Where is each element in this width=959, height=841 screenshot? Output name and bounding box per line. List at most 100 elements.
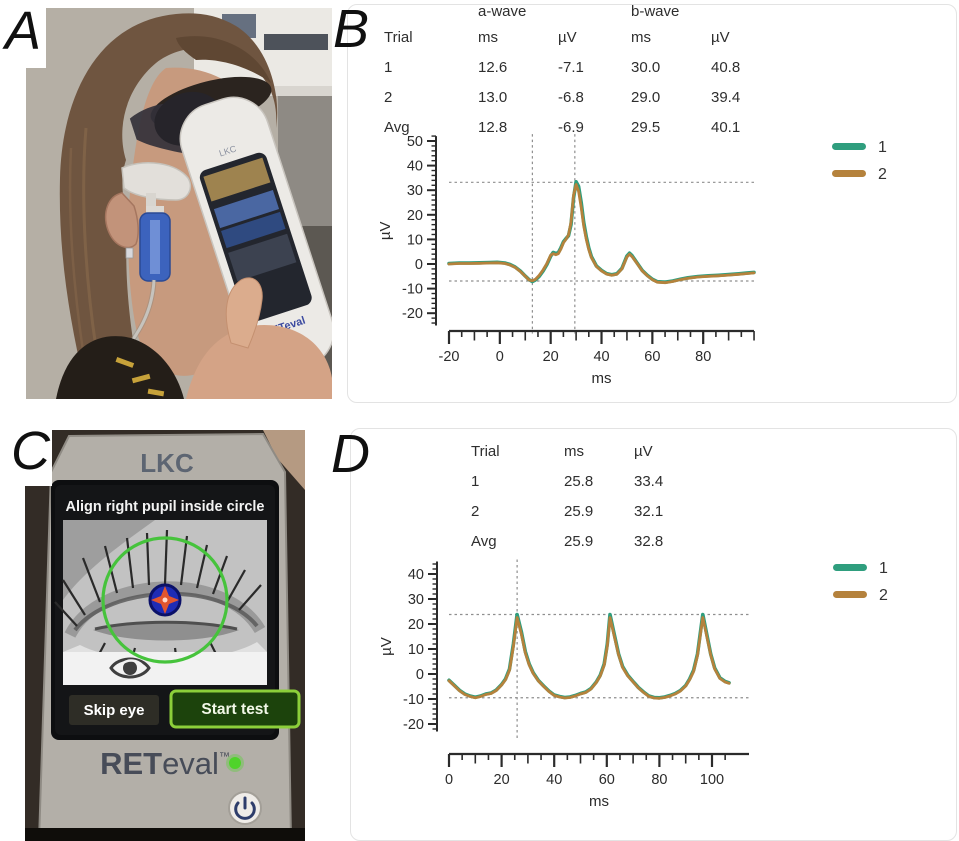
table-cell: 12.8 [478, 119, 508, 136]
pupil-target [148, 583, 182, 617]
panel-b-table: a-wave b-wave Trial ms µV ms µV 1 12.6 -… [384, 3, 795, 141]
svg-text:-10: -10 [402, 282, 423, 298]
table-cell: 25.8 [564, 473, 594, 490]
reteval-device: LKC RETeval [129, 91, 332, 374]
electrode-wing [121, 162, 192, 201]
svg-text:80: 80 [695, 349, 711, 365]
table-cell: 29.5 [631, 119, 661, 136]
svg-text:100: 100 [700, 772, 724, 788]
panel-b-box: a-wave b-wave Trial ms µV ms µV 1 12.6 -… [347, 3, 957, 403]
svg-text:40: 40 [407, 159, 423, 175]
col-header: µV [634, 443, 653, 460]
svg-text:µV: µV [378, 637, 395, 656]
col-header: ms [564, 443, 584, 460]
svg-text:0: 0 [416, 667, 424, 683]
svg-text:20: 20 [543, 349, 559, 365]
table-cell: 1 [384, 59, 393, 76]
table-cell: 32.8 [634, 533, 664, 550]
svg-text:80: 80 [651, 772, 667, 788]
svg-text:60: 60 [644, 349, 660, 365]
device-brand: RETeval™ [100, 746, 230, 781]
ear [104, 192, 139, 249]
svg-text:1: 1 [878, 139, 887, 156]
table-cell: 39.4 [711, 89, 741, 106]
hair [59, 13, 278, 399]
device-brand-top: LKC [140, 448, 194, 478]
panel-c-photo: LKC Align right pupil inside circle [25, 430, 305, 841]
svg-text:20: 20 [407, 208, 423, 224]
eye-preview-image [54, 520, 267, 685]
table-cell: 2 [471, 503, 480, 520]
table-cell: 29.0 [631, 89, 661, 106]
svg-text:1: 1 [879, 560, 888, 577]
panel-d-chart: -20 -10 0 10 20 30 40 µV 0 20 40 60 80 100 ms 1 2 [378, 559, 888, 810]
power-button[interactable] [228, 791, 262, 825]
svg-text:0: 0 [496, 349, 504, 365]
table-cell: -6.9 [558, 119, 584, 136]
shelf-item [264, 34, 328, 50]
table-cell: 1 [471, 473, 480, 490]
svg-text:-20: -20 [403, 717, 424, 733]
svg-text:10: 10 [408, 642, 424, 658]
panel-b-label: B [333, 0, 370, 59]
col-header: Trial [471, 443, 500, 460]
table-cell: 30.0 [631, 59, 661, 76]
svg-text:-20: -20 [402, 306, 423, 322]
svg-text:40: 40 [408, 567, 424, 583]
table-cell: 33.4 [634, 473, 664, 490]
clothing [56, 336, 184, 399]
table-cell: Avg [384, 119, 410, 136]
skip-eye-button[interactable]: Skip eye [69, 695, 159, 725]
svg-text:60: 60 [599, 772, 615, 788]
group-header-a-wave: a-wave [478, 3, 527, 20]
svg-text:20: 20 [494, 772, 510, 788]
panel-c-label: C [11, 421, 50, 481]
table-cell: -7.1 [558, 59, 584, 76]
svg-text:-10: -10 [403, 692, 424, 708]
svg-text:0: 0 [415, 257, 423, 273]
table-cell: 40.8 [711, 59, 741, 76]
start-test-button[interactable]: Start test [169, 689, 301, 729]
svg-text:20: 20 [408, 617, 424, 633]
svg-text:ms: ms [592, 370, 612, 387]
svg-text:30: 30 [408, 592, 424, 608]
table-cell: 12.6 [478, 59, 508, 76]
earring [125, 247, 134, 259]
svg-text:10: 10 [407, 232, 423, 248]
svg-text:2: 2 [878, 166, 887, 183]
power-icon [234, 796, 256, 820]
table-cell: 32.1 [634, 503, 664, 520]
col-header: ms [478, 29, 498, 46]
panel-b-chart: -20 -10 0 10 20 30 40 50 µV -20 0 20 40 60 80 ms 1 2 [377, 134, 887, 387]
examiner-hand [186, 325, 332, 399]
start-test-label: Start test [201, 701, 268, 718]
svg-text:2: 2 [879, 587, 888, 604]
panel-a-photo: LKC RETeval [26, 8, 332, 399]
alignment-circle [101, 536, 229, 664]
skip-eye-label: Skip eye [84, 702, 145, 719]
svg-text:50: 50 [407, 134, 423, 150]
panel-a-label-chip [0, 0, 46, 68]
table-cell: 25.9 [564, 503, 594, 520]
svg-text:40: 40 [546, 772, 562, 788]
group-header-b-wave: b-wave [631, 3, 680, 20]
panel-c-label-chip [6, 424, 52, 486]
svg-text:40: 40 [593, 349, 609, 365]
table-cell: Avg [471, 533, 497, 550]
svg-text:-20: -20 [439, 349, 460, 365]
col-header: Trial [384, 29, 413, 46]
col-header: ms [631, 29, 651, 46]
table-cell: 2 [384, 89, 393, 106]
svg-text:ms: ms [589, 793, 609, 810]
panel-d-table: Trial ms µV 1 25.8 33.4 2 25.9 32.1 Avg … [471, 439, 714, 555]
svg-text:0: 0 [445, 772, 453, 788]
thumb [225, 277, 263, 349]
col-header: µV [711, 29, 730, 46]
panel-d-label: D [331, 424, 370, 484]
svg-text:µV: µV [377, 221, 394, 240]
table-cell: 25.9 [564, 533, 594, 550]
table-cell: -6.8 [558, 89, 584, 106]
panel-a-label: A [5, 1, 42, 61]
svg-text:30: 30 [407, 183, 423, 199]
